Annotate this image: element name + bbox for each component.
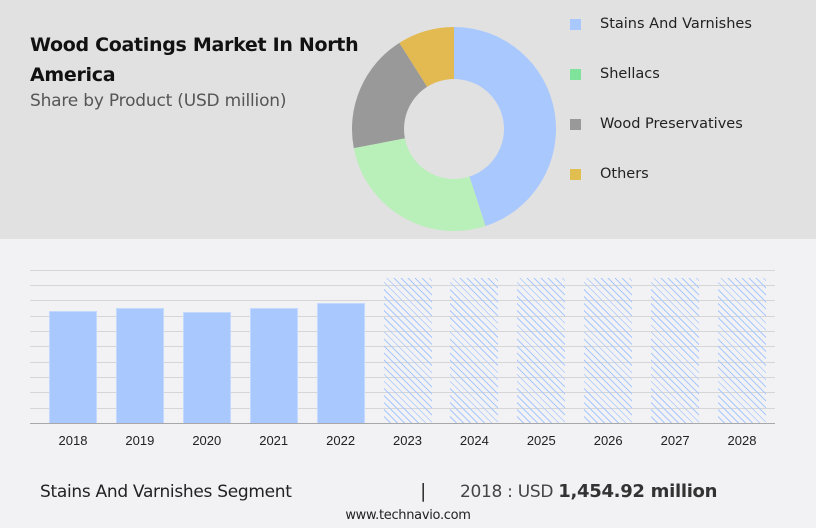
source-url: www.technavio.com [345,508,471,523]
bar-2021 [249,308,298,423]
x-tick-label: 2027 [660,433,690,448]
gridline [30,270,775,271]
bar-2027 [651,278,700,423]
legend-label: Shellacs [600,66,660,82]
bar-2028 [718,278,766,423]
legend-item-stains-and-varnishes: Stains And Varnishes [570,14,810,34]
x-tick-label: 2019 [125,433,155,448]
x-tick-label: 2026 [593,433,623,448]
x-tick-label: 2021 [259,433,289,448]
x-tick-label: 2018 [58,433,88,448]
legend-swatch [570,169,581,180]
x-tick-label: 2024 [459,433,489,448]
summary-panel: Wood Coatings Market In North America Sh… [0,0,816,239]
bar-2020 [182,312,231,423]
segment-label: Stains And Varnishes Segment [40,482,292,502]
legend-swatch [570,119,581,130]
bar-2018 [49,311,97,423]
legend-item-shellacs: Shellacs [570,64,810,84]
separator: | [420,480,427,502]
bar-2025 [517,278,566,423]
legend-swatch [570,69,581,80]
bar-2026 [584,278,633,423]
legend-swatch [570,19,581,30]
legend-label: Others [600,166,649,182]
x-tick-label: 2025 [526,433,556,448]
x-tick-label: 2022 [326,433,356,448]
bar-2023 [383,278,432,423]
x-tick-label: 2023 [393,433,422,448]
donut-slice-stains-and-varnishes [454,27,556,227]
chart-subtitle: Share by Product (USD million) [30,91,287,111]
legend-label: Stains And Varnishes [600,16,752,32]
value-prefix: 2018 : USD [460,482,559,502]
bar-2019 [115,308,164,423]
bar-2024 [450,278,499,423]
x-tick-label: 2020 [192,433,222,448]
bar-chart: 2018 2019 2020 2021 2022 2023 2024 2025 2026 2027… [0,239,816,459]
value-amount: 1,454.92 million [558,481,718,502]
x-axis [30,423,775,424]
donut-chart [352,27,556,231]
legend-label: Wood Preservatives [600,116,743,132]
chart-title: Wood Coatings Market In North America [30,34,359,86]
legend-item-wood-preservatives: Wood Preservatives [570,114,810,134]
x-tick-label: 2028 [727,433,757,448]
segment-value: 2018 : USD 1,454.92 million [460,481,717,502]
legend-item-others: Others [570,164,810,184]
bar-2022 [316,303,365,423]
